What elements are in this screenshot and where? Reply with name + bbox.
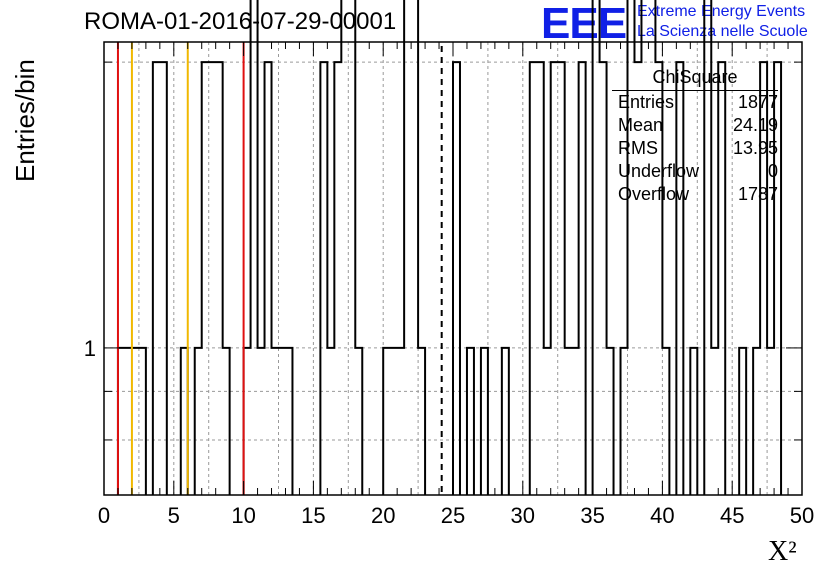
histogram-bin [467, 348, 474, 495]
histogram-bin [551, 62, 565, 495]
histogram-bin [320, 62, 327, 495]
stats-value: 13.95 [732, 138, 778, 158]
stats-label: Overflow [618, 184, 690, 204]
histogram-bin [341, 0, 355, 495]
stats-row-entries: Entries 1877 [610, 91, 778, 114]
histogram-bin [711, 348, 718, 495]
histogram-bin [565, 348, 572, 495]
x-tick-label: 5 [168, 503, 180, 528]
x-tick-label: 15 [301, 503, 325, 528]
histogram-bin [530, 62, 544, 495]
x-tick-label: 35 [580, 503, 604, 528]
x-tick-label: 30 [511, 503, 535, 528]
histogram-bin [418, 348, 425, 495]
histogram-bin [739, 348, 746, 495]
stats-row-underflow: Underflow 0 [610, 160, 778, 183]
stats-value: 1877 [737, 92, 778, 112]
x-tick-label: 45 [720, 503, 744, 528]
histogram-bin [621, 348, 628, 495]
histogram-bin [258, 348, 265, 495]
histogram-bin [272, 348, 279, 495]
stats-value: 1787 [737, 184, 778, 204]
histogram-bin [279, 348, 293, 495]
x-tick-label: 20 [371, 503, 395, 528]
histogram-bin [690, 348, 697, 495]
histogram-bin [600, 62, 607, 495]
x-tick-label: 10 [231, 503, 255, 528]
eee-logo: EEE [541, 0, 627, 48]
histogram-bin [593, 0, 600, 495]
stats-box: ChiSquare Entries 1877 Mean 24.19 RMS 13… [610, 66, 778, 206]
histogram-bin [453, 62, 460, 495]
histogram-bin [544, 348, 551, 495]
histogram-bin [579, 62, 586, 495]
histogram-bin [181, 348, 188, 495]
histogram-bin [355, 348, 362, 495]
histogram-bin [404, 0, 418, 495]
histogram-bin [767, 348, 774, 495]
x-axis-label: X² [768, 536, 797, 567]
x-tick-label: 50 [790, 503, 814, 528]
histogram-bin [202, 62, 223, 495]
histogram-bin [334, 62, 341, 495]
x-tick-label: 25 [441, 503, 465, 528]
histogram-bin [251, 0, 258, 495]
logo-subtitle-1: Extreme Energy Events [637, 3, 806, 20]
histogram-bin [265, 62, 272, 495]
x-tick-label: 40 [650, 503, 674, 528]
histogram-bin [153, 62, 167, 495]
x-tick-label: 0 [98, 503, 110, 528]
stats-value: 0 [767, 161, 778, 181]
histogram-bin [662, 348, 669, 495]
histogram-bin [572, 348, 579, 495]
histogram-bin [223, 348, 230, 495]
stats-label: RMS [618, 138, 658, 158]
histogram-bin [383, 348, 404, 495]
stats-row-rms: RMS 13.95 [610, 137, 778, 160]
histogram-bin [502, 348, 509, 495]
stats-title: ChiSquare [612, 66, 778, 91]
stats-row-overflow: Overflow 1787 [610, 183, 778, 206]
histogram-bin [607, 348, 614, 495]
stats-label: Underflow [618, 161, 700, 181]
histogram-bin [753, 348, 760, 495]
stats-label: Entries [618, 92, 675, 112]
histogram-bin [481, 348, 488, 495]
stats-row-mean: Mean 24.19 [610, 114, 778, 137]
y-tick-label: 1 [84, 336, 96, 361]
stats-label: Mean [618, 115, 664, 135]
histogram-bin [327, 348, 334, 495]
histogram-bin [195, 348, 202, 495]
histogram-bin [244, 348, 251, 495]
run-title: ROMA-01-2016-07-29-00001 [84, 8, 397, 35]
logo-subtitle-2: La Scienza nelle Scuole [637, 23, 808, 40]
stats-value: 24.19 [732, 115, 778, 135]
